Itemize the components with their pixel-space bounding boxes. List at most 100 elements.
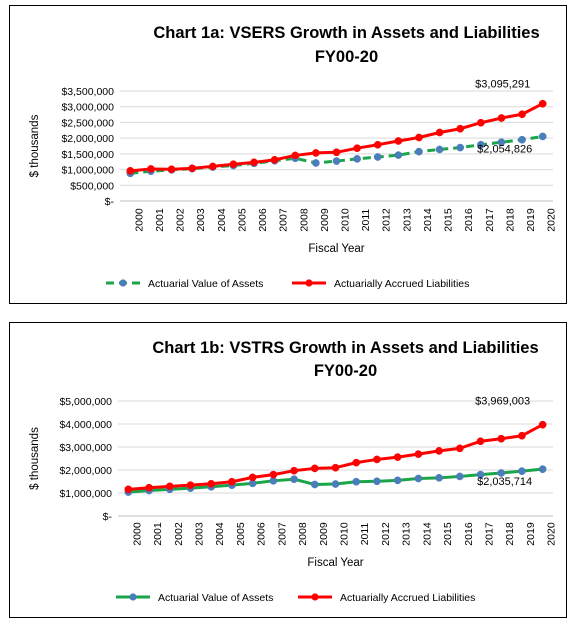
y-tick-label: $5,000,000 <box>59 396 112 408</box>
data-point <box>497 114 506 122</box>
data-point <box>312 149 320 157</box>
x-tick-label: 2010 <box>340 208 352 232</box>
x-tick-label: 2016 <box>463 208 475 232</box>
x-tick-label: 2013 <box>401 522 413 546</box>
data-point <box>332 148 341 157</box>
data-point <box>415 147 423 156</box>
x-tick-label: 2018 <box>504 522 516 546</box>
x-tick-label: 2004 <box>214 522 226 546</box>
y-tick-label: $1,000,000 <box>61 165 114 177</box>
x-tick-label: 2002 <box>175 208 187 232</box>
data-point <box>414 450 423 458</box>
chart-1a-panel: Chart 1a: VSERS Growth in Assets and Lia… <box>9 5 567 304</box>
legend-swatch-marker <box>305 279 313 287</box>
y-tick-label: $500,000 <box>70 180 114 192</box>
data-point <box>393 476 402 485</box>
legend-swatch-marker <box>311 593 319 601</box>
data-point <box>373 153 382 161</box>
data-point <box>147 165 155 173</box>
data-label: $3,095,291 <box>475 79 530 91</box>
legend-label: Actuarial Value of Assets <box>148 278 263 290</box>
data-point <box>455 444 464 453</box>
x-tick-label: 2003 <box>195 208 207 232</box>
data-point <box>414 474 423 483</box>
chart-title: Chart 1a: VSERS Growth in Assets and Lia… <box>153 24 539 42</box>
y-tick-label: $2,000,000 <box>59 465 112 477</box>
x-tick-label: 2020 <box>546 208 558 232</box>
legend-label: Actuarially Accrued Liabilities <box>334 278 469 290</box>
data-point <box>310 480 319 489</box>
legend-item: Actuarial Value of Assets <box>106 278 263 290</box>
data-point <box>186 481 195 490</box>
y-tick-label: $2,000,000 <box>61 133 114 145</box>
chart-title: Chart 1b: VSTRS Growth in Assets and Lia… <box>152 339 538 357</box>
data-point <box>435 128 444 137</box>
chart-subtitle: FY00-20 <box>314 362 377 380</box>
x-tick-label: 2013 <box>401 208 413 232</box>
data-point <box>124 485 133 494</box>
data-point <box>352 458 361 467</box>
chart-1a: Chart 1a: VSERS Growth in Assets and Lia… <box>29 24 558 290</box>
data-point <box>290 475 298 484</box>
data-point <box>538 420 547 429</box>
x-tick-label: 2015 <box>443 208 455 232</box>
data-point <box>497 434 506 443</box>
x-tick-label: 2007 <box>278 208 290 232</box>
x-tick-label: 2005 <box>235 522 247 546</box>
x-tick-label: 2006 <box>257 208 269 232</box>
data-point <box>455 472 464 481</box>
data-point <box>165 482 174 491</box>
data-point <box>538 99 547 108</box>
legend-item: Actuarially Accrued Liabilities <box>298 592 475 604</box>
data-label: $3,969,003 <box>475 396 530 408</box>
x-tick-label: 2003 <box>194 522 206 546</box>
data-point <box>435 145 444 154</box>
data-point <box>269 470 278 479</box>
data-point <box>290 466 298 475</box>
x-axis-title: Fiscal Year <box>308 243 364 255</box>
y-tick-label: $1,000,000 <box>59 488 112 500</box>
data-point <box>229 160 238 169</box>
x-tick-label: 2000 <box>133 208 145 232</box>
data-point <box>167 165 176 174</box>
data-point <box>332 157 341 165</box>
data-point <box>518 431 526 440</box>
y-tick-label: $- <box>105 196 115 208</box>
x-tick-label: 2010 <box>339 522 351 546</box>
x-tick-label: 2001 <box>154 208 166 232</box>
data-point <box>331 480 340 488</box>
data-point <box>208 162 217 171</box>
x-tick-label: 2012 <box>380 522 392 546</box>
x-tick-label: 2006 <box>256 522 268 546</box>
x-tick-label: 2004 <box>216 208 228 232</box>
data-point <box>394 151 403 159</box>
y-tick-label: $3,000,000 <box>59 442 112 454</box>
data-point <box>373 140 382 149</box>
data-point <box>456 143 465 152</box>
data-point <box>248 473 257 482</box>
x-tick-label: 2015 <box>442 522 454 546</box>
x-tick-label: 2017 <box>484 522 496 546</box>
x-tick-label: 2018 <box>504 208 516 232</box>
data-point <box>476 437 485 446</box>
x-tick-label: 2009 <box>318 522 330 546</box>
x-tick-label: 2014 <box>421 522 433 546</box>
data-point <box>476 118 485 127</box>
data-point <box>331 463 340 472</box>
data-point <box>518 135 526 144</box>
chart-subtitle: FY00-20 <box>315 48 378 66</box>
data-point <box>538 132 547 141</box>
x-tick-label: 2017 <box>484 208 496 232</box>
legend-swatch-marker <box>129 593 137 601</box>
y-tick-label: $3,000,000 <box>61 102 114 114</box>
x-tick-label: 2012 <box>381 208 393 232</box>
data-point <box>476 140 485 149</box>
data-point <box>353 144 361 153</box>
y-tick-label: $- <box>103 511 113 523</box>
data-point <box>145 483 153 492</box>
x-tick-label: 2016 <box>463 522 475 546</box>
legend-label: Actuarial Value of Assets <box>158 592 273 604</box>
x-axis-title: Fiscal Year <box>307 557 363 569</box>
data-label: $2,054,826 <box>477 143 532 155</box>
chart-1b-panel: Chart 1b: VSTRS Growth in Assets and Lia… <box>9 322 567 618</box>
